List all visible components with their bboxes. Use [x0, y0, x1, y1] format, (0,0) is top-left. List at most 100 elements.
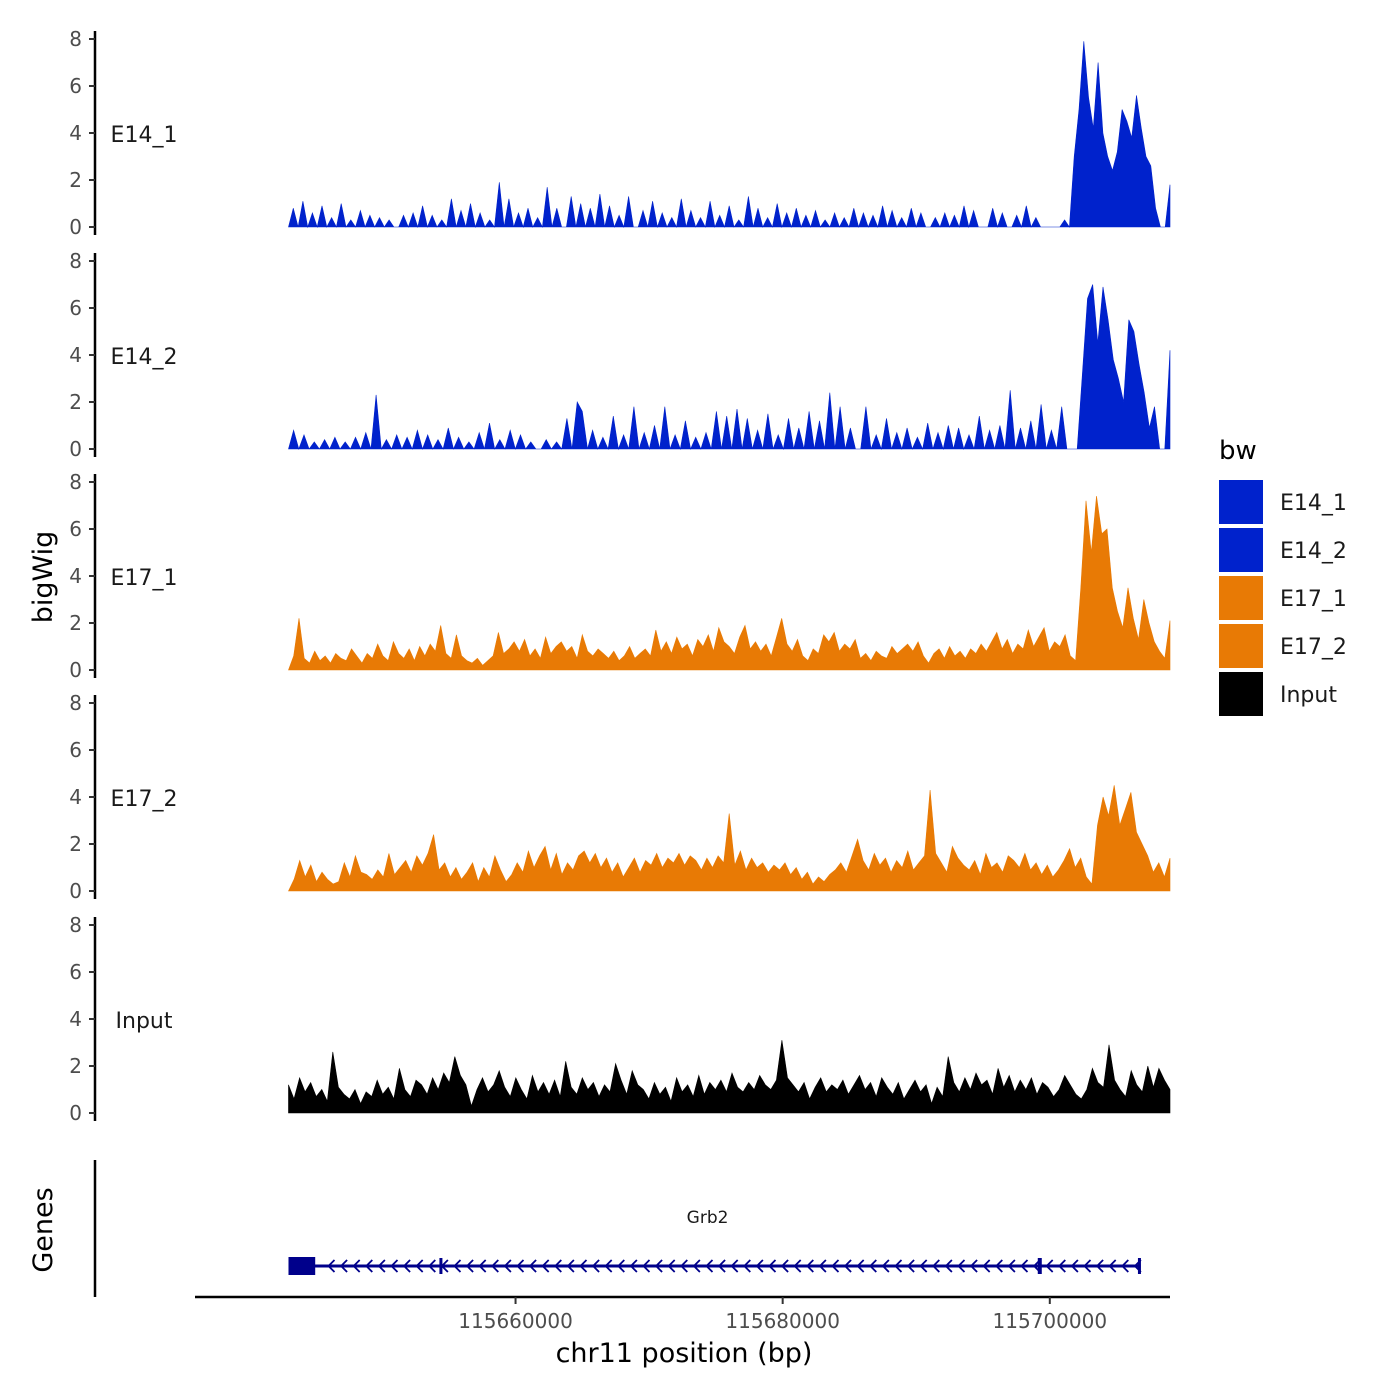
legend-label-E17_2: E17_2 — [1280, 635, 1347, 660]
strand-arrow — [793, 1259, 802, 1273]
y-tick-label: 4 — [69, 1007, 82, 1031]
strand-arrow — [957, 1259, 966, 1273]
y-tick-label: 6 — [69, 74, 82, 98]
strand-arrow — [503, 1259, 512, 1273]
strand-arrow — [667, 1259, 676, 1273]
track-label: E17_1 — [111, 566, 178, 591]
strand-arrow — [982, 1259, 991, 1273]
y-tick-label: 4 — [69, 564, 82, 588]
strand-arrow — [579, 1259, 588, 1273]
legend-label-E14_2: E14_2 — [1280, 539, 1347, 564]
strand-arrow — [491, 1259, 499, 1273]
y-tick-label: 4 — [69, 121, 82, 145]
strand-arrow — [743, 1259, 751, 1273]
strand-arrow — [327, 1259, 336, 1273]
genes-track: Genes Grb2 — [28, 1160, 1142, 1297]
strand-arrow — [717, 1259, 726, 1273]
legend-swatch-E17_2 — [1219, 624, 1263, 668]
strand-arrow — [692, 1259, 701, 1273]
strand-arrow — [843, 1259, 852, 1273]
strand-arrow — [995, 1259, 1003, 1273]
strand-arrow — [566, 1259, 575, 1273]
legend: bw E14_1 E14_2 E17_1 E17_2 Input — [1219, 436, 1347, 716]
strand-arrow — [654, 1259, 663, 1273]
strand-arrow — [1121, 1259, 1129, 1273]
strand-arrow — [806, 1259, 814, 1273]
track-label: E14_1 — [111, 123, 178, 148]
strand-arrow — [516, 1259, 525, 1273]
legend-swatch-E14_1 — [1219, 480, 1263, 524]
y-tick-label: 0 — [69, 658, 82, 682]
strand-arrow — [1058, 1259, 1066, 1273]
legend-label-Input: Input — [1280, 683, 1337, 708]
strand-arrow — [453, 1259, 462, 1273]
x-tick-label: 115660000 — [458, 1309, 573, 1333]
y-tick-label: 2 — [69, 168, 82, 192]
y-tick-label: 0 — [69, 215, 82, 239]
strand-arrow — [617, 1259, 625, 1273]
y-tick-label: 6 — [69, 517, 82, 541]
gene-exon — [1037, 1258, 1042, 1274]
strand-arrow — [1007, 1259, 1016, 1273]
legend-swatch-E14_2 — [1219, 528, 1263, 572]
track-E17_1: 0 2 4 6 8 E17_1 — [69, 470, 1171, 682]
y-tick-label: 4 — [69, 343, 82, 367]
gene-exon — [288, 1257, 316, 1275]
y-tick-label: 4 — [69, 785, 82, 809]
strand-arrow — [869, 1259, 877, 1273]
signal-area-E14_2 — [288, 284, 1171, 451]
strand-arrow — [906, 1259, 915, 1273]
track-label: E14_2 — [111, 345, 178, 370]
y-tick-label: 2 — [69, 390, 82, 414]
signal-area-Input — [288, 1040, 1171, 1114]
y-tick-label: 8 — [69, 249, 82, 273]
gene-exon — [1137, 1258, 1141, 1274]
strand-arrow — [402, 1259, 411, 1273]
strand-arrow — [705, 1259, 714, 1273]
strand-arrow — [365, 1259, 373, 1273]
y-tick-label: 8 — [69, 470, 82, 494]
strand-arrow — [1095, 1259, 1104, 1273]
strand-arrow — [768, 1259, 777, 1273]
strand-arrow — [642, 1259, 651, 1273]
strand-arrow — [1083, 1259, 1092, 1273]
strand-arrow — [932, 1259, 940, 1273]
strand-arrow — [1020, 1259, 1029, 1273]
strand-arrow — [1045, 1259, 1054, 1273]
x-tick-label: 115700000 — [993, 1309, 1108, 1333]
track-E14_1: 0 2 4 6 8 E14_1 — [69, 27, 1171, 239]
strand-arrow — [554, 1259, 562, 1273]
y-tick-label: 0 — [69, 1101, 82, 1125]
y-tick-label: 8 — [69, 27, 82, 51]
x-tick-label: 115680000 — [725, 1309, 840, 1333]
y-tick-label: 6 — [69, 738, 82, 762]
strand-arrow — [629, 1259, 638, 1273]
strand-arrow — [541, 1259, 550, 1273]
legend-swatch-Input — [1219, 672, 1263, 716]
y-tick-label: 2 — [69, 1054, 82, 1078]
legend-label-E14_1: E14_1 — [1280, 491, 1347, 516]
strand-arrow — [465, 1259, 474, 1273]
y-tick-label: 8 — [69, 691, 82, 715]
strand-arrow — [390, 1259, 399, 1273]
y-tick-label: 6 — [69, 960, 82, 984]
strand-arrow — [377, 1259, 386, 1273]
strand-arrow — [1108, 1259, 1117, 1273]
strand-arrow — [831, 1259, 840, 1273]
strand-arrow — [428, 1259, 436, 1273]
strand-arrow — [856, 1259, 865, 1273]
y-tick-label: 8 — [69, 913, 82, 937]
signal-area-E17_2 — [288, 785, 1171, 892]
strand-arrow — [478, 1259, 487, 1273]
gene-exon — [439, 1258, 443, 1274]
y-tick-label: 6 — [69, 296, 82, 320]
strand-arrow — [528, 1259, 537, 1273]
strand-arrow — [919, 1259, 928, 1273]
track-Input: 0 2 4 6 8 Input — [69, 913, 1171, 1125]
strand-arrow — [680, 1259, 688, 1273]
signal-area-E14_1 — [288, 41, 1171, 229]
y-axis-title: bigWig — [28, 531, 59, 624]
legend-label-E17_1: E17_1 — [1280, 587, 1347, 612]
strand-arrow — [944, 1259, 953, 1273]
